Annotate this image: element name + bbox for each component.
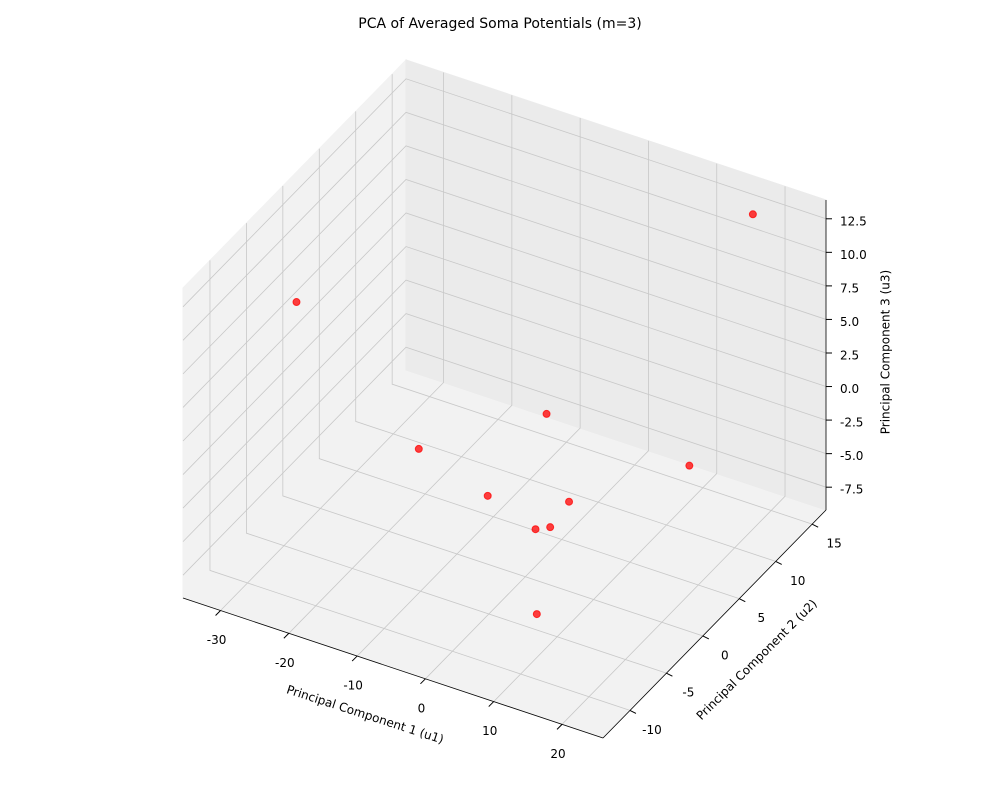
grid-line <box>182 78 827 308</box>
point <box>565 497 574 506</box>
z-tick-label: 2.5 <box>840 348 859 362</box>
grid-line <box>182 313 827 542</box>
tick-mark <box>488 701 495 707</box>
y-tick-label: 15 <box>827 537 842 551</box>
grid-line <box>246 223 667 674</box>
x-tick-label: -10 <box>343 679 363 693</box>
z-tick-label: 5.0 <box>840 315 859 329</box>
y-tick-label: -10 <box>642 723 662 737</box>
grid-line <box>182 279 827 509</box>
tick-mark <box>666 672 673 677</box>
tick-mark <box>351 655 358 662</box>
tick-mark <box>283 632 290 639</box>
z-tick-label: 12.5 <box>840 214 867 228</box>
point <box>685 461 694 470</box>
x-tick-label: 20 <box>550 747 565 761</box>
x-tick-label: 0 <box>418 701 426 715</box>
grid-line <box>288 95 513 634</box>
z-axis-label: Principal Component 3 (u3) <box>879 270 893 434</box>
tick-mark <box>629 709 637 714</box>
chart-title: PCA of Averaged Soma Potentials (m=3) <box>358 16 641 32</box>
grid-line <box>182 178 827 408</box>
grid-line <box>282 185 703 637</box>
grid-line <box>318 148 740 600</box>
y-tick-label: -5 <box>682 686 694 700</box>
grid-line <box>182 246 827 475</box>
tick-mark <box>215 610 221 616</box>
point <box>414 444 423 453</box>
tick-mark <box>556 723 563 730</box>
grid-line <box>182 145 827 375</box>
tick-mark <box>811 523 819 528</box>
z-tick-label: 10.0 <box>840 248 867 262</box>
tick-mark <box>775 560 782 565</box>
point <box>542 409 551 418</box>
grid-line <box>220 72 444 611</box>
z-tick-label: -5.0 <box>840 449 863 463</box>
point <box>748 210 757 219</box>
point <box>483 491 492 500</box>
grid-line <box>425 140 649 680</box>
grid-line <box>182 111 827 341</box>
x-tick-label: -20 <box>275 656 295 670</box>
point <box>292 298 301 307</box>
y-tick-label: 10 <box>790 574 805 588</box>
axis-line <box>182 597 604 739</box>
grid-line <box>182 346 827 576</box>
grid-line <box>493 163 718 702</box>
z-tick-label: -2.5 <box>840 416 863 430</box>
grid-line <box>182 212 827 442</box>
tick-mark <box>420 678 426 685</box>
point <box>546 523 555 532</box>
tick-mark <box>739 598 746 603</box>
y-tick-label: 5 <box>757 611 765 625</box>
y-tick-label: 0 <box>721 648 729 662</box>
point <box>531 525 540 534</box>
grid-line <box>209 260 631 711</box>
x-tick-label: -30 <box>207 633 227 647</box>
grid-line <box>391 74 813 525</box>
z-tick-label: -7.5 <box>840 483 863 497</box>
grid-line <box>356 118 581 657</box>
grid-line <box>561 186 786 725</box>
z-tick-label: 7.5 <box>840 281 859 295</box>
tick-mark <box>702 635 710 640</box>
x-tick-label: 10 <box>482 724 497 738</box>
axis-line <box>602 509 827 739</box>
point <box>532 610 541 619</box>
z-tick-label: 0.0 <box>840 382 859 396</box>
grid-line <box>355 111 776 562</box>
